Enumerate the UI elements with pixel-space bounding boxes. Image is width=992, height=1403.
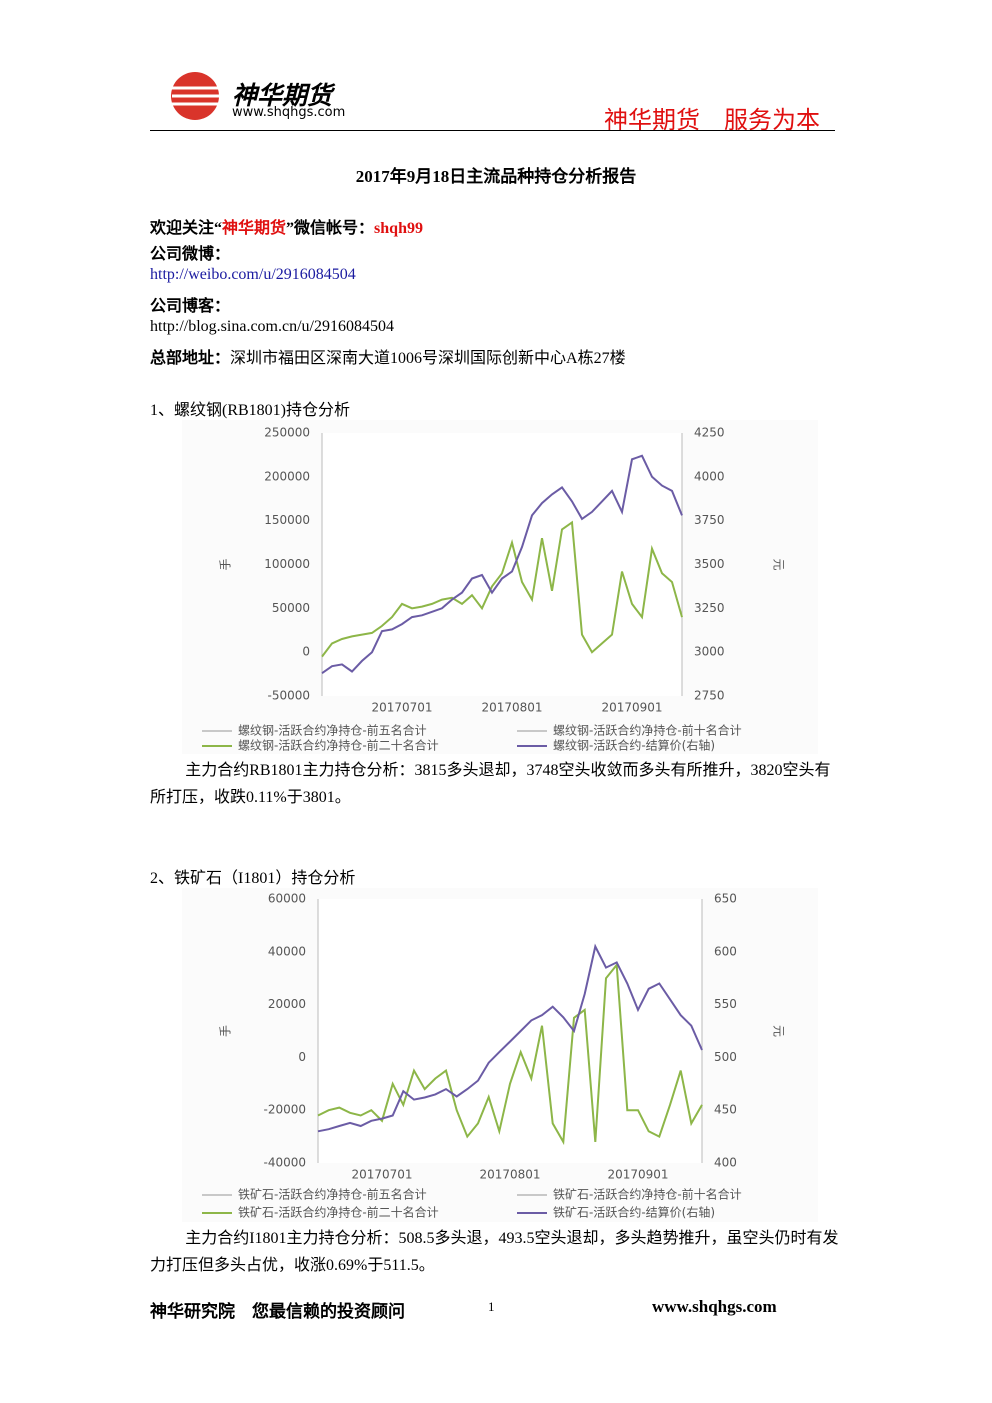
title: 2017年9月18日主流品种持仓分析报告 bbox=[355, 167, 637, 186]
y-tick-label: 0 bbox=[298, 1050, 306, 1064]
legend-label: 螺纹钢-活跃合约净持仓-前二十名合计 bbox=[238, 738, 439, 753]
series-line bbox=[317, 962, 703, 1146]
x-tick-label: 20170801 bbox=[481, 701, 542, 715]
legend-label: 铁矿石-活跃合约净持仓-前二十名合计 bbox=[238, 1205, 439, 1220]
y2-tick-label: 500 bbox=[714, 1050, 737, 1064]
y2-tick-label: 3000 bbox=[694, 645, 725, 659]
x-tick-label: 20170901 bbox=[607, 1168, 668, 1182]
address-line: 总部地址：深圳市福田区深南大道1006号深圳国际创新中心A栋27楼 bbox=[150, 344, 626, 368]
weibo-link[interactable]: http://weibo.com/u/2916084504 bbox=[150, 266, 356, 283]
footer-url: www.shqhgs.com bbox=[652, 1297, 777, 1316]
y2-tick-label: 4000 bbox=[694, 469, 725, 483]
text: ”微信帐号： bbox=[286, 220, 375, 237]
plot-area bbox=[322, 433, 682, 696]
y-tick-label: 100000 bbox=[264, 557, 310, 571]
y2-tick-label: 4250 bbox=[694, 426, 725, 440]
series-line bbox=[321, 520, 683, 658]
y2-tick-label: 3500 bbox=[694, 557, 725, 571]
legend-label: 螺纹钢-活跃合约净持仓-前十名合计 bbox=[553, 723, 742, 738]
chart: -50000 0 50000 100000 150000 200000 250000 2750… bbox=[182, 420, 818, 754]
y2-tick-label: 450 bbox=[714, 1103, 737, 1117]
section-heading: 1、螺纹钢(RB1801)持仓分析 bbox=[150, 402, 351, 419]
y-axis-title: 手 bbox=[219, 1025, 233, 1037]
y2-tick-label: 400 bbox=[714, 1156, 737, 1170]
chart: -40000 -20000 0 20000 40000 60000 400 450 500 550… bbox=[182, 888, 818, 1222]
y-tick-label: 250000 bbox=[264, 426, 310, 440]
y-tick-label: -40000 bbox=[263, 1156, 306, 1170]
analysis: 主力合约RB1801主力持仓分析：3815多头退却，3748空头收敛而多头有所推… bbox=[150, 762, 831, 806]
y-tick-label: -20000 bbox=[263, 1103, 306, 1117]
address: 深圳市福田区深南大道1006号深圳国际创新中心A栋27楼 bbox=[230, 350, 626, 367]
slogan: 神华期货 服务为本 bbox=[604, 106, 820, 134]
y-tick-label: 20000 bbox=[268, 997, 306, 1011]
y2-tick-label: 550 bbox=[714, 997, 737, 1011]
legend-label: 螺纹钢-活跃合约净持仓-前五名合计 bbox=[238, 723, 427, 738]
wechat-name: 神华期货 bbox=[222, 220, 287, 237]
legend-label: 铁矿石-活跃合约净持仓-前五名合计 bbox=[238, 1187, 427, 1202]
y-tick-label: -50000 bbox=[267, 689, 310, 703]
y-tick-label: 200000 bbox=[264, 469, 310, 483]
header-rule bbox=[150, 130, 835, 131]
weibo-label: 公司微博： bbox=[150, 246, 231, 263]
section-heading: 2、铁矿石（I1801）持仓分析 bbox=[150, 870, 356, 887]
x-tick-label: 20170901 bbox=[601, 701, 662, 715]
footer-left: 神华研究院 您最信赖的投资顾问 bbox=[150, 1302, 405, 1321]
blog-link: http://blog.sina.com.cn/u/2916084504 bbox=[150, 318, 394, 335]
y2-tick-label: 2750 bbox=[694, 689, 725, 703]
y-tick-label: 40000 bbox=[268, 944, 306, 958]
y-tick-label: 50000 bbox=[272, 601, 310, 615]
y2-tick-label: 3750 bbox=[694, 513, 725, 527]
y-axis-title: 手 bbox=[219, 558, 233, 570]
x-tick-label: 20170701 bbox=[371, 701, 432, 715]
brand-url: www.shqhgs.com bbox=[232, 105, 346, 120]
analysis: 主力合约I1801主力持仓分析：508.5多头退，493.5空头退却，多头趋势推… bbox=[150, 1230, 839, 1274]
brand: 神华期货 bbox=[232, 81, 333, 110]
y-tick-label: 60000 bbox=[268, 892, 306, 906]
x-tick-label: 20170701 bbox=[351, 1168, 412, 1182]
y2-axis-title: 元 bbox=[772, 558, 786, 570]
series-line bbox=[321, 454, 683, 675]
logo-mark bbox=[171, 72, 220, 120]
address-label: 总部地址： bbox=[150, 350, 231, 367]
x-tick-label: 20170801 bbox=[479, 1168, 540, 1182]
legend-label: 铁矿石-活跃合约-结算价(右轴) bbox=[553, 1205, 715, 1220]
blog-label: 公司博客： bbox=[150, 298, 231, 315]
y2-tick-label: 650 bbox=[714, 892, 737, 906]
text: 欢迎关注“ bbox=[150, 220, 223, 237]
y2-tick-label: 3250 bbox=[694, 601, 725, 615]
page-number: 1 bbox=[488, 1299, 495, 1314]
legend-label: 螺纹钢-活跃合约-结算价(右轴) bbox=[553, 738, 715, 753]
y2-tick-label: 600 bbox=[714, 944, 737, 958]
series-line bbox=[317, 943, 703, 1133]
wechat-line: 欢迎关注“神华期货”微信帐号：shqh99 bbox=[150, 214, 423, 238]
legend-label: 铁矿石-活跃合约净持仓-前十名合计 bbox=[553, 1187, 742, 1202]
wechat-id: shqh99 bbox=[374, 220, 423, 237]
y-tick-label: 0 bbox=[302, 645, 310, 659]
y2-axis-title: 元 bbox=[772, 1025, 786, 1037]
y-tick-label: 150000 bbox=[264, 513, 310, 527]
